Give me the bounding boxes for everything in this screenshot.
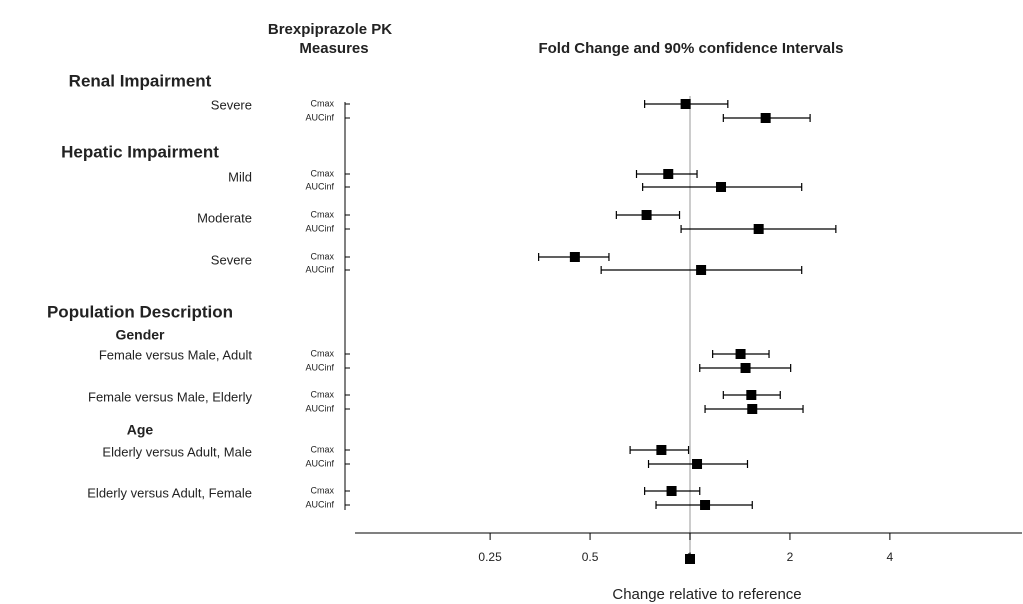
group-label: Severe xyxy=(211,97,252,112)
column-header: Brexpiprazole PK xyxy=(268,21,392,38)
group-label: Elderly versus Adult, Female xyxy=(87,485,252,500)
measure-label: Cmax xyxy=(310,389,334,399)
section-heading: Renal Impairment xyxy=(69,71,212,90)
point-estimate xyxy=(656,445,667,455)
point-estimate xyxy=(680,99,691,109)
x-tick-label: 4 xyxy=(887,550,894,564)
measure-label: Cmax xyxy=(310,485,334,495)
chart-title: Fold Change and 90% confidence Intervals xyxy=(538,40,843,57)
subheading: Gender xyxy=(115,327,165,343)
measure-label: AUCinf xyxy=(305,458,334,468)
measure-label: AUCinf xyxy=(305,181,334,191)
group-label: Mild xyxy=(228,169,252,184)
measure-label: Cmax xyxy=(310,348,334,358)
point-estimate xyxy=(641,210,652,220)
group-label: Moderate xyxy=(197,210,252,225)
x-tick-label: 2 xyxy=(787,550,794,564)
measure-label: AUCinf xyxy=(305,362,334,372)
measure-label: Cmax xyxy=(310,209,334,219)
point-estimate xyxy=(666,486,677,496)
group-label: Elderly versus Adult, Male xyxy=(102,444,252,459)
group-label: Severe xyxy=(211,252,252,267)
subheading: Age xyxy=(127,422,154,438)
point-estimate xyxy=(760,113,771,123)
measure-label: AUCinf xyxy=(305,403,334,413)
point-estimate xyxy=(692,459,703,469)
measure-label: Cmax xyxy=(310,168,334,178)
x-tick-label: 0.25 xyxy=(478,550,502,564)
point-estimate xyxy=(569,252,580,262)
point-estimate xyxy=(747,404,758,414)
measure-label: Cmax xyxy=(310,251,334,261)
point-estimate xyxy=(716,182,727,192)
reference-marker xyxy=(685,554,695,564)
group-label: Female versus Male, Adult xyxy=(99,347,253,362)
point-estimate xyxy=(740,363,751,373)
point-estimate xyxy=(696,265,707,275)
measure-label: AUCinf xyxy=(305,112,334,122)
measure-label: Cmax xyxy=(310,98,334,108)
x-tick-label: 0.5 xyxy=(582,550,599,564)
point-estimate xyxy=(663,169,674,179)
measure-label: Cmax xyxy=(310,444,334,454)
column-header: Measures xyxy=(299,40,368,57)
point-estimate xyxy=(735,349,746,359)
measure-label: AUCinf xyxy=(305,223,334,233)
point-estimate xyxy=(700,500,711,510)
x-axis-label: Change relative to reference xyxy=(612,586,801,603)
point-estimate xyxy=(753,224,764,234)
measure-label: AUCinf xyxy=(305,499,334,509)
group-label: Female versus Male, Elderly xyxy=(88,389,252,404)
section-heading: Population Description xyxy=(47,302,233,321)
section-heading: Hepatic Impairment xyxy=(61,142,219,161)
point-estimate xyxy=(746,390,757,400)
measure-label: AUCinf xyxy=(305,264,334,274)
